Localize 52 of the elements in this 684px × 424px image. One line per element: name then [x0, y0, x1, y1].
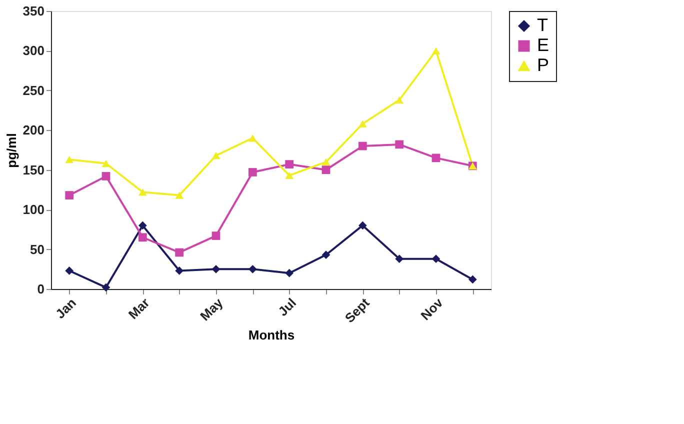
point [468, 275, 477, 284]
point [395, 96, 404, 104]
point [322, 158, 330, 166]
point [322, 250, 330, 260]
point [65, 191, 74, 200]
point [102, 160, 110, 168]
point [358, 221, 367, 230]
x-tick-label: Nov [418, 294, 446, 324]
point [102, 283, 110, 292]
point [175, 192, 184, 199]
x-axis-title: Months [248, 328, 295, 343]
legend-label: P [537, 55, 550, 75]
point [65, 266, 74, 275]
point [138, 221, 147, 230]
legend-label: T [537, 15, 548, 35]
point [138, 233, 147, 242]
point [212, 264, 220, 274]
legend-label: E [537, 35, 550, 55]
point [358, 120, 367, 128]
point [175, 248, 184, 257]
y-tick-label: 0 [37, 282, 44, 296]
y-tick-label: 250 [22, 82, 44, 98]
y-tick-label: 300 [22, 43, 44, 58]
point [432, 254, 440, 263]
y-tick-label: 200 [22, 122, 44, 138]
point [285, 160, 294, 168]
point [212, 152, 220, 160]
point [432, 154, 440, 162]
y-tick-label: 100 [22, 202, 44, 218]
x-tick-label: Mar [125, 295, 152, 322]
y-axis-title: pg/ml [4, 133, 19, 168]
point [248, 264, 257, 274]
point [138, 188, 147, 196]
point [102, 172, 110, 180]
point [395, 254, 404, 263]
y-tick-label: 150 [22, 162, 44, 178]
x-tick-label: Jul [275, 295, 300, 319]
y-tick-label: 350 [22, 4, 44, 18]
x-tick-label: Jan [52, 295, 80, 322]
point [65, 156, 74, 164]
y-tick-label: 50 [30, 242, 44, 257]
point [248, 134, 257, 142]
point [285, 268, 294, 278]
point [175, 266, 184, 275]
point [432, 47, 440, 54]
x-tick-label: May [197, 294, 226, 324]
point [358, 142, 367, 150]
point [285, 172, 294, 180]
point [248, 168, 257, 176]
point [322, 166, 330, 174]
point [212, 232, 220, 240]
point [395, 140, 404, 149]
